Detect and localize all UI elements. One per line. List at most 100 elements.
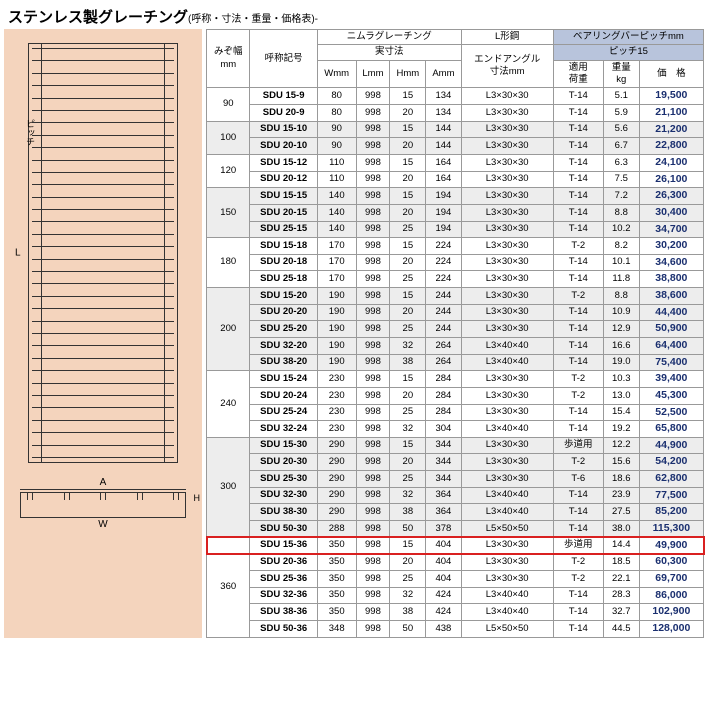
table-row: 240SDU 15-2423099815284L3×30×30T-210.339…: [207, 371, 704, 388]
h-cell: 25: [390, 570, 426, 587]
w-cell: 290: [317, 437, 356, 454]
h-cell: 32: [390, 587, 426, 604]
model-cell: SDU 25-36: [250, 570, 317, 587]
model-cell: SDU 25-20: [250, 321, 317, 338]
w-cell: 90: [317, 121, 356, 138]
load-cell: T-2: [553, 288, 603, 305]
a-cell: 264: [426, 337, 461, 354]
e-cell: L3×30×30: [461, 138, 553, 155]
title-text: ステンレス製グレーチング: [8, 9, 188, 26]
a-cell: 284: [426, 371, 461, 388]
wt-cell: 15.6: [603, 454, 639, 471]
w-cell: 350: [317, 570, 356, 587]
a-cell: 244: [426, 304, 461, 321]
mizo-cell: 200: [207, 288, 250, 371]
h-cell: 32: [390, 487, 426, 504]
h-cell: 25: [390, 221, 426, 238]
h-cell: 32: [390, 421, 426, 438]
hdr-a: Amm: [426, 60, 461, 88]
e-cell: L5×50×50: [461, 521, 553, 538]
w-cell: 350: [317, 587, 356, 604]
wt-cell: 7.2: [603, 188, 639, 205]
load-cell: T-14: [553, 487, 603, 504]
wt-cell: 10.2: [603, 221, 639, 238]
e-cell: L3×30×30: [461, 254, 553, 271]
wt-cell: 5.1: [603, 88, 639, 105]
e-cell: L3×40×40: [461, 587, 553, 604]
spec-table: みぞ幅mm 呼称記号 ニムラグレーチング L形鋼 ベアリングバーピッチmm 実寸…: [206, 29, 704, 638]
h-cell: 25: [390, 404, 426, 421]
a-cell: 404: [426, 570, 461, 587]
table-row: SDU 20-1514099820194L3×30×30T-148.830,40…: [207, 204, 704, 221]
price-cell: 60,300: [639, 554, 703, 571]
e-cell: L3×40×40: [461, 487, 553, 504]
a-cell: 164: [426, 154, 461, 171]
hdr-pitch: ピッチ15: [553, 45, 703, 60]
table-row: SDU 50-3028899850378L5×50×50T-1438.0115,…: [207, 521, 704, 538]
price-cell: 38,600: [639, 288, 703, 305]
price-cell: 30,200: [639, 238, 703, 255]
l-cell: 998: [356, 254, 390, 271]
a-cell: 224: [426, 254, 461, 271]
hdr-w: Wmm: [317, 60, 356, 88]
a-cell: 194: [426, 188, 461, 205]
model-cell: SDU 32-24: [250, 421, 317, 438]
w-cell: 190: [317, 354, 356, 371]
cross-section: A W H: [10, 477, 196, 537]
h-cell: 25: [390, 321, 426, 338]
mizo-cell: 120: [207, 154, 250, 187]
table-row: 300SDU 15-3029099815344L3×30×30歩道用12.244…: [207, 437, 704, 454]
wt-cell: 10.1: [603, 254, 639, 271]
hdr-group1sub: 実寸法: [317, 45, 461, 60]
w-cell: 350: [317, 604, 356, 621]
w-cell: 290: [317, 504, 356, 521]
price-cell: 62,800: [639, 471, 703, 488]
h-cell: 20: [390, 387, 426, 404]
subtitle-text: (呼称・寸法・重量・価格表)-: [188, 14, 318, 25]
model-cell: SDU 32-36: [250, 587, 317, 604]
mizo-cell: 90: [207, 88, 250, 121]
load-cell: T-14: [553, 587, 603, 604]
wt-cell: 28.3: [603, 587, 639, 604]
table-row: SDU 20-1817099820224L3×30×30T-1410.134,6…: [207, 254, 704, 271]
e-cell: L3×30×30: [461, 454, 553, 471]
w-cell: 110: [317, 171, 356, 188]
a-cell: 364: [426, 504, 461, 521]
e-cell: L3×30×30: [461, 171, 553, 188]
table-row: SDU 20-2019099820244L3×30×30T-1410.944,4…: [207, 304, 704, 321]
a-dim-label: A: [10, 477, 196, 488]
e-cell: L3×30×30: [461, 154, 553, 171]
wt-cell: 8.8: [603, 204, 639, 221]
table-row: SDU 32-3635099832424L3×40×40T-1428.386,0…: [207, 587, 704, 604]
model-cell: SDU 20-36: [250, 554, 317, 571]
h-cell: 15: [390, 88, 426, 105]
e-cell: L3×30×30: [461, 304, 553, 321]
price-cell: 44,900: [639, 437, 703, 454]
table-header: みぞ幅mm 呼称記号 ニムラグレーチング L形鋼 ベアリングバーピッチmm 実寸…: [207, 30, 704, 88]
a-cell: 304: [426, 421, 461, 438]
table-row: 100SDU 15-109099815144L3×30×30T-145.621,…: [207, 121, 704, 138]
wt-cell: 19.0: [603, 354, 639, 371]
w-cell: 110: [317, 154, 356, 171]
price-cell: 85,200: [639, 504, 703, 521]
price-cell: 21,100: [639, 105, 703, 122]
a-cell: 224: [426, 271, 461, 288]
e-cell: L3×30×30: [461, 204, 553, 221]
e-cell: L3×40×40: [461, 421, 553, 438]
load-cell: T-2: [553, 454, 603, 471]
table-row: SDU 25-2423099825284L3×30×30T-1415.452,5…: [207, 404, 704, 421]
h-cell: 50: [390, 521, 426, 538]
l-cell: 998: [356, 188, 390, 205]
load-cell: T-14: [553, 171, 603, 188]
l-cell: 998: [356, 121, 390, 138]
e-cell: L3×30×30: [461, 437, 553, 454]
table-row: SDU 20-3029099820344L3×30×30T-215.654,20…: [207, 454, 704, 471]
model-cell: SDU 38-36: [250, 604, 317, 621]
h-cell: 15: [390, 371, 426, 388]
model-cell: SDU 38-30: [250, 504, 317, 521]
model-cell: SDU 20-18: [250, 254, 317, 271]
a-cell: 424: [426, 587, 461, 604]
l-cell: 998: [356, 321, 390, 338]
price-cell: 75,400: [639, 354, 703, 371]
a-cell: 284: [426, 404, 461, 421]
